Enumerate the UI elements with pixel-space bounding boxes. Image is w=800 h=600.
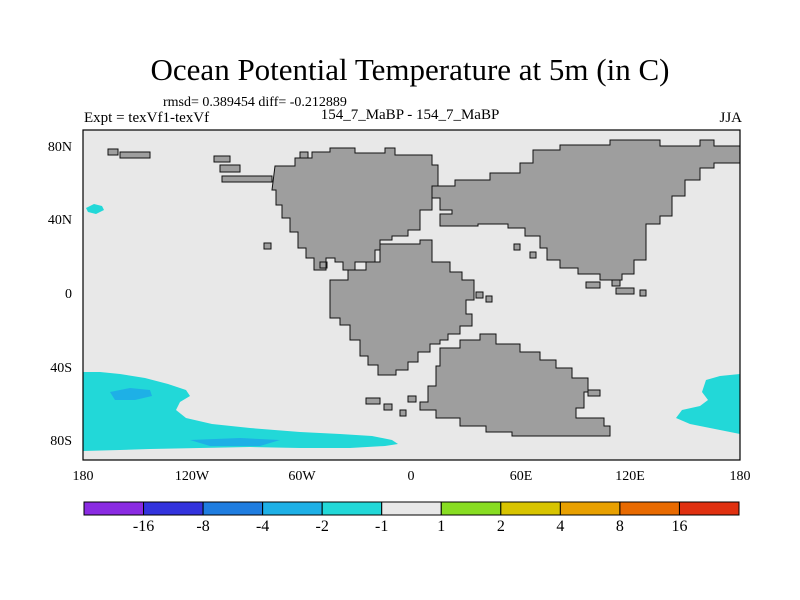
colorbar-label: -2 — [315, 518, 329, 535]
colorbar-box — [381, 501, 442, 516]
lat-label-40s: 40S — [50, 361, 72, 376]
colorbar-box — [440, 501, 502, 516]
experiment-label: Expt = texVf1-texVf — [84, 110, 210, 126]
lon-label-60e: 60E — [509, 469, 533, 484]
colorbar — [83, 501, 740, 516]
anomaly-pacific-south — [83, 372, 398, 451]
lat-label-80n: 80N — [47, 140, 72, 155]
lon-label-180w: 180 — [72, 469, 94, 484]
anomaly-east-pacific — [676, 374, 740, 434]
lon-label-120w: 120W — [174, 469, 210, 484]
lon-label-0: 0 — [407, 469, 415, 484]
map-frame — [82, 129, 741, 461]
colorbar-box — [321, 501, 383, 516]
plot-title: Ocean Potential Temperature at 5m (in C) — [150, 52, 670, 87]
colorbar-box — [500, 501, 561, 516]
stats-line: rmsd= 0.389454 diff= -0.212889 — [163, 95, 347, 110]
lon-label-60w: 60W — [288, 469, 316, 484]
lat-label-40n: 40N — [47, 213, 72, 228]
lat-label-80s: 80S — [50, 434, 72, 449]
colorbar-box — [678, 501, 740, 516]
colorbar-label: -4 — [255, 518, 270, 535]
colorbar-box — [83, 501, 145, 516]
center-label: 154_7_MaBP - 154_7_MaBP — [320, 107, 500, 123]
colorbar-label: 8 — [615, 518, 624, 535]
anomaly-pacific-band — [190, 438, 280, 446]
land-gondwana-west — [329, 239, 493, 376]
anomaly-pacific-core — [110, 388, 152, 400]
land-north-america — [107, 147, 439, 271]
colorbar-box — [262, 501, 323, 516]
colorbar-label: -16 — [132, 518, 155, 535]
colorbar-label: 2 — [496, 518, 505, 535]
anomaly-north-pacific-spot — [86, 204, 104, 214]
colorbar-label: -8 — [196, 518, 210, 535]
colorbar-box — [619, 501, 680, 516]
lon-label-180e: 180 — [729, 469, 751, 484]
land-gondwana-east — [365, 333, 611, 437]
lon-label-120e: 120E — [615, 469, 645, 484]
colorbar-box — [559, 501, 621, 516]
season-label: JJA — [719, 110, 742, 126]
colorbar-label: 1 — [437, 518, 446, 535]
colorbar-label: 16 — [671, 518, 688, 535]
land-eurasia — [431, 139, 741, 297]
lat-label-eq: 0 — [65, 287, 72, 302]
colorbar-box — [143, 501, 204, 516]
colorbar-box — [202, 501, 264, 516]
colorbar-label: -1 — [375, 518, 389, 535]
colorbar-label: 4 — [556, 518, 565, 535]
